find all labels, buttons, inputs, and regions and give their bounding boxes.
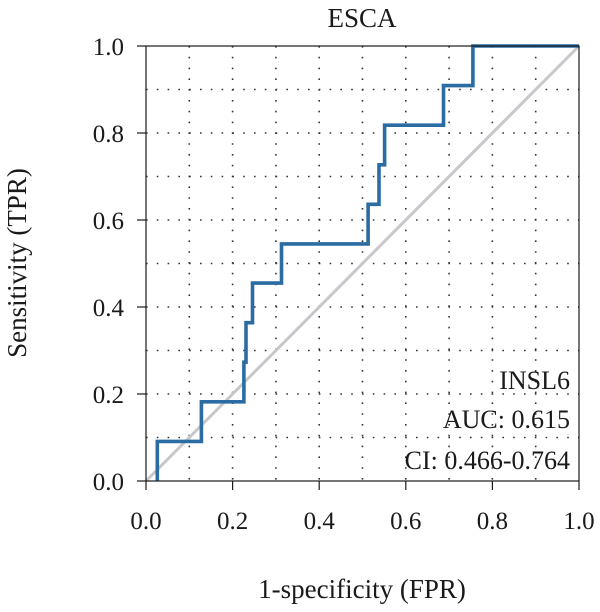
y-tick-label: 0.2 — [93, 382, 124, 409]
plot-frame — [145, 45, 580, 482]
y-axis-label: Sensitivity (TPR) — [2, 168, 32, 358]
x-tick-label: 0.2 — [217, 508, 248, 535]
y-tick-label: 0.8 — [93, 121, 124, 148]
x-tick-label: 1.0 — [563, 508, 594, 535]
x-tick-label: 0.4 — [304, 508, 336, 535]
x-tick-label: 0.8 — [477, 508, 508, 535]
chart-title: ESCA — [327, 3, 397, 33]
y-tick-label: 0.6 — [93, 208, 124, 235]
roc-curve-line — [155, 44, 579, 481]
auc-annotation: AUC: 0.615 — [443, 405, 570, 434]
reference-diagonal — [144, 44, 581, 483]
x-axis: 0.0 0.2 0.4 0.6 0.8 1.0 — [130, 481, 595, 535]
x-axis-label: 1-specificity (FPR) — [258, 574, 466, 604]
y-tick-label: 0.0 — [93, 469, 124, 496]
y-axis: 0.0 0.2 0.4 0.6 0.8 1.0 — [93, 34, 146, 496]
y-tick-label: 0.4 — [93, 295, 125, 322]
y-tick-label: 1.0 — [93, 34, 124, 61]
x-tick-label: 0.6 — [390, 508, 421, 535]
x-tick-label: 0.0 — [130, 508, 161, 535]
ci-annotation: CI: 0.466-0.764 — [405, 446, 570, 475]
gene-annotation: INSL6 — [499, 366, 570, 395]
